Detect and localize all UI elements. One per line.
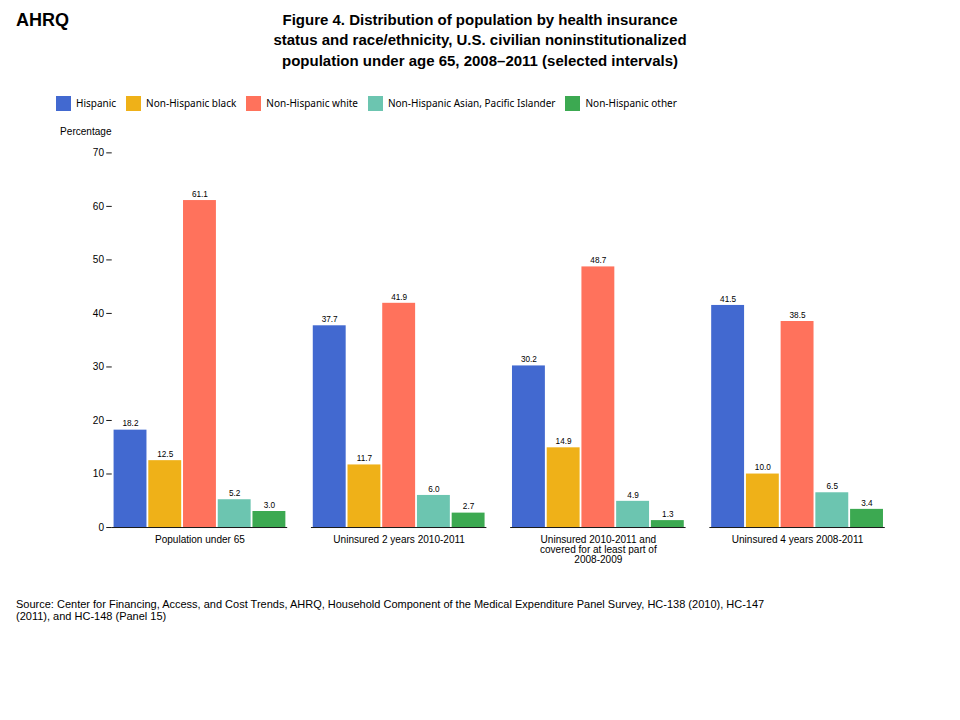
svg-text:0: 0 [98,521,104,532]
svg-text:40: 40 [93,307,105,318]
svg-text:Population under 65: Population under 65 [155,534,245,545]
svg-text:20: 20 [93,414,105,425]
html-text:Non-Hispanic other: Non-Hispanic other [585,96,677,111]
svg-text:61.1: 61.1 [192,190,208,199]
svg-text:11.7: 11.7 [357,454,373,463]
svg-text:6.0: 6.0 [428,485,440,494]
svg-text:14.9: 14.9 [556,437,572,446]
html-text:Non-Hispanic black: Non-Hispanic black [146,96,237,111]
svg-text:2.7: 2.7 [463,502,475,511]
svg-text:12.5: 12.5 [157,450,173,459]
svg-text:30: 30 [93,361,105,372]
svg-text:Uninsured 4 years 2008-2011: Uninsured 4 years 2008-2011 [732,534,864,545]
svg-text:41.5: 41.5 [720,295,736,304]
svg-text:18.2: 18.2 [122,419,138,428]
svg-text:5.2: 5.2 [229,489,241,498]
html-text:Hispanic: Hispanic [76,96,117,111]
svg-text:38.5: 38.5 [790,311,806,320]
svg-text:1.3: 1.3 [662,510,674,519]
svg-text:41.9: 41.9 [391,292,407,301]
svg-text:10: 10 [93,468,105,479]
svg-text:60: 60 [93,200,105,211]
svg-text:70: 70 [93,147,105,158]
svg-text:50: 50 [93,254,105,265]
svg-text:48.7: 48.7 [590,256,606,265]
html-text:Source: Center for Financing,: Source: Center for Financing, Access, an… [16,597,765,622]
svg-text:Percentage: Percentage [60,126,112,137]
svg-text:4.9: 4.9 [627,490,639,499]
svg-text:Uninsured 2 years 2010-2011: Uninsured 2 years 2010-2011 [333,534,465,545]
html-text:AHRQ: AHRQ [16,10,69,30]
svg-text:30.2: 30.2 [521,355,537,364]
svg-text:10.0: 10.0 [755,463,771,472]
svg-text:37.7: 37.7 [322,315,338,324]
svg-text:3.0: 3.0 [264,501,276,510]
svg-text:3.4: 3.4 [861,498,873,507]
svg-text:6.5: 6.5 [827,482,839,491]
html-text:Non-Hispanic white: Non-Hispanic white [266,96,358,111]
html-text:Non-Hispanic Asian, Pacific Is: Non-Hispanic Asian, Pacific Islander [388,96,556,111]
html-text:Figure 4. Distribution of popu: Figure 4. Distribution of population by … [273,11,687,69]
svg-text:Uninsured 2010-2011 andcovered: Uninsured 2010-2011 andcovered for at le… [540,534,657,565]
